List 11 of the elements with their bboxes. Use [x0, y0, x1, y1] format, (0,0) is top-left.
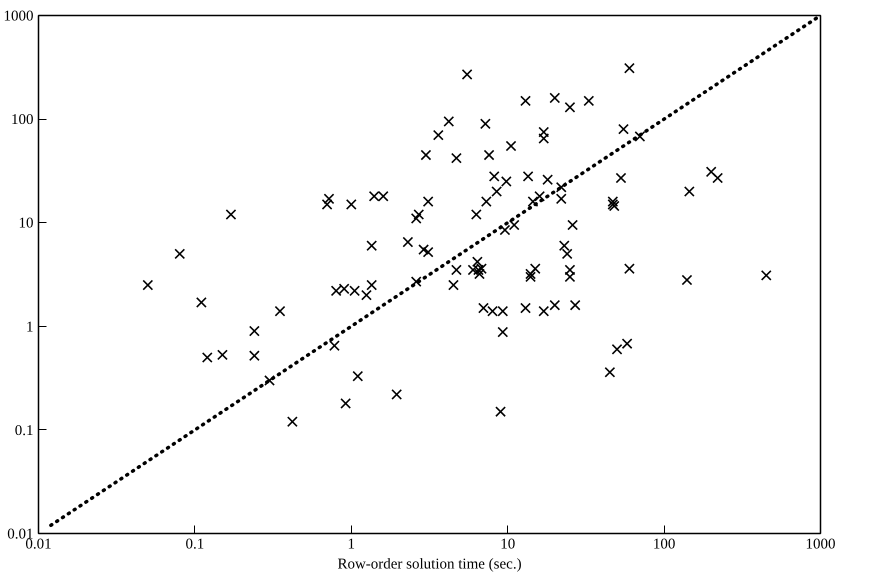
y-tick-label: 1: [26, 319, 34, 336]
y-tick-label: 100: [11, 112, 34, 128]
x-tick-label: 1: [348, 536, 356, 552]
x-tick-label: 100: [652, 536, 676, 552]
y-tick-label: 1000: [4, 8, 34, 24]
x-axis-title: Row-order solution time (sec.): [337, 556, 522, 572]
y-tick-label: 10: [18, 216, 34, 232]
x-tick-label: 1000: [806, 536, 836, 552]
x-tick-label: 10: [500, 536, 516, 552]
y-tick-label: 0.1: [14, 422, 34, 439]
x-tick-label: 0.1: [186, 536, 204, 552]
